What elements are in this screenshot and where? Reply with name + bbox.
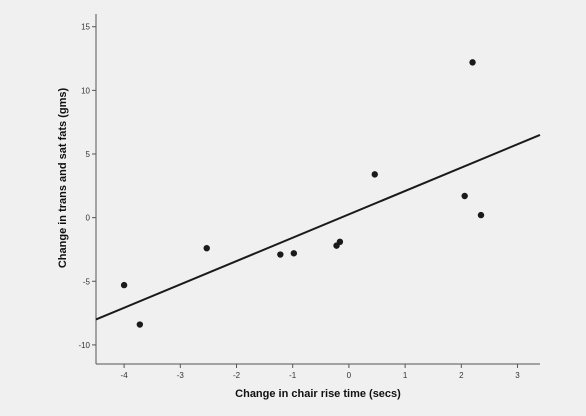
data-point: [461, 192, 468, 200]
data-point: [371, 171, 378, 178]
y-tick-label: -5: [83, 277, 91, 286]
x-tick-label: 0: [347, 371, 352, 380]
x-tick-label: 1: [403, 371, 408, 380]
x-tick-label: -2: [233, 371, 241, 380]
data-point: [203, 244, 210, 252]
x-tick-label: 3: [515, 371, 520, 380]
data-points: [120, 59, 485, 328]
x-axis-title: Change in chair rise time (secs): [235, 388, 401, 400]
y-tick-label: 5: [86, 150, 91, 159]
axes: [95, 14, 540, 365]
data-point: [469, 59, 476, 66]
y-tick-label: 0: [86, 214, 91, 223]
data-point: [477, 211, 485, 219]
y-tick-label: 15: [81, 23, 90, 32]
x-tick-label: -3: [177, 371, 185, 380]
data-point: [336, 238, 344, 246]
data-point: [277, 251, 284, 258]
data-point: [136, 321, 144, 328]
x-tick-label: -4: [121, 371, 129, 380]
data-point: [290, 250, 298, 257]
fit-line: [95, 133, 541, 321]
x-tick-label: -1: [289, 371, 297, 380]
fit-line-group: [95, 133, 541, 321]
y-axis-title: Change in trans and sat fats (gms): [57, 88, 69, 269]
y-tick-label: 10: [81, 86, 90, 95]
data-point: [120, 281, 128, 289]
y-tick-label: -10: [78, 341, 90, 350]
x-tick-label: 2: [459, 371, 464, 380]
